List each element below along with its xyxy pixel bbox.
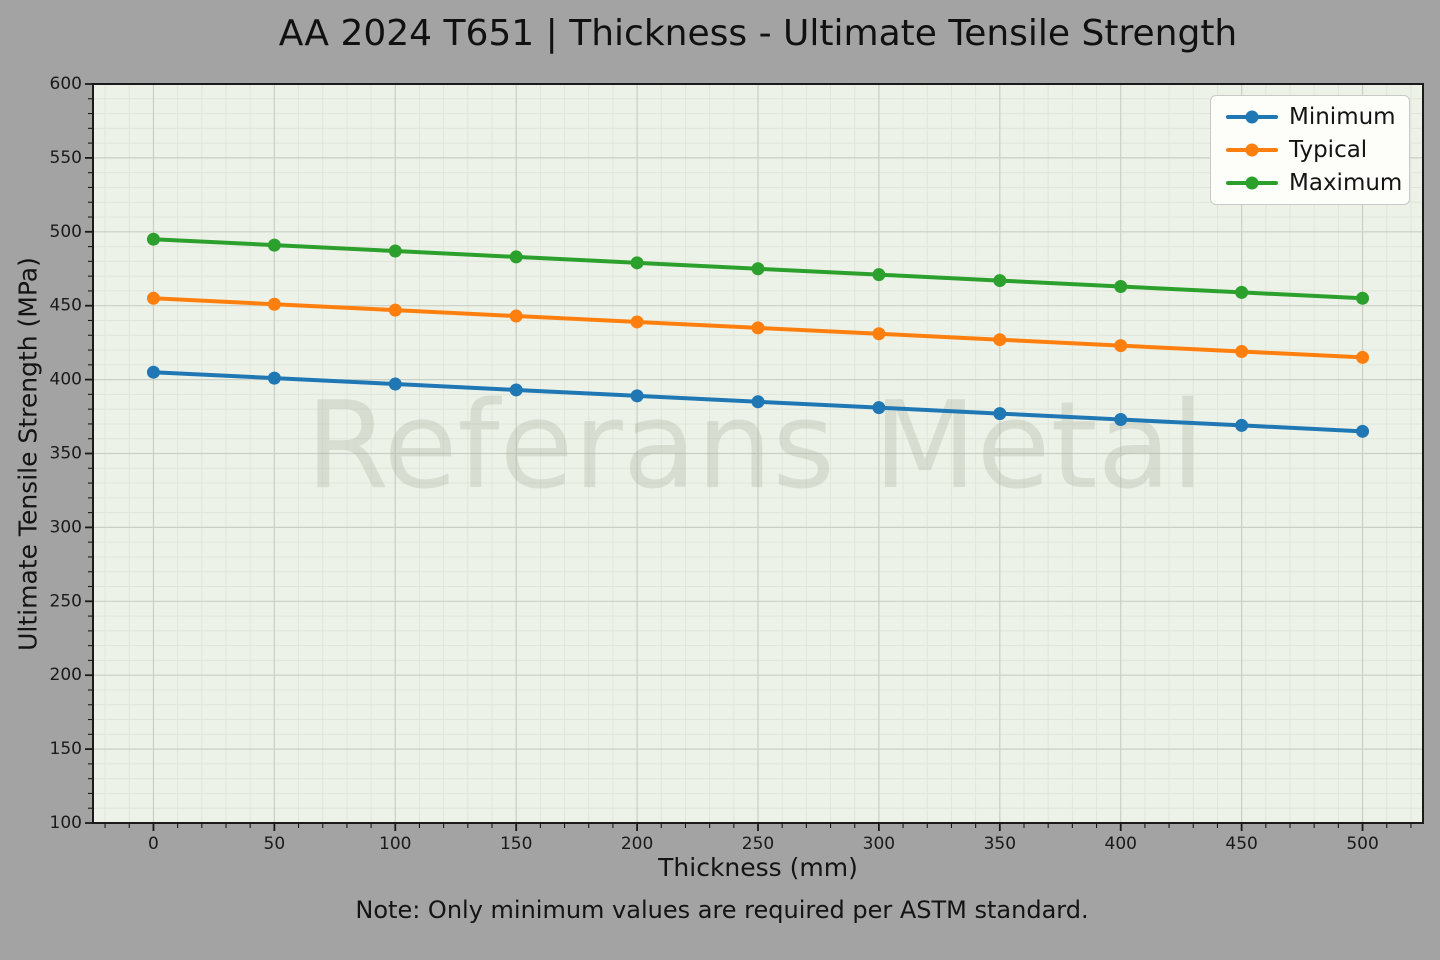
legend-item-typical: Typical	[1211, 137, 1409, 163]
svg-text:200: 200	[621, 834, 653, 854]
data-point-typical-250	[751, 321, 765, 335]
legend-item-maximum: Maximum	[1211, 170, 1409, 196]
svg-text:100: 100	[379, 834, 411, 854]
legend-marker-typical	[1245, 143, 1259, 157]
data-point-typical-150	[509, 309, 523, 323]
svg-text:100: 100	[50, 813, 82, 833]
data-point-minimum-400	[1114, 413, 1128, 427]
legend-swatch-maximum	[1226, 176, 1278, 190]
legend-label-minimum: Minimum	[1289, 104, 1396, 131]
data-point-typical-300	[872, 327, 886, 341]
data-point-minimum-450	[1235, 418, 1249, 432]
data-point-minimum-250	[751, 395, 765, 409]
plot-border	[92, 83, 1424, 824]
data-point-maximum-200	[630, 256, 644, 270]
svg-text:250: 250	[50, 591, 82, 611]
legend: Minimum Typical Maximum	[1210, 95, 1410, 205]
svg-text:500: 500	[50, 222, 82, 242]
data-point-typical-500	[1356, 350, 1370, 364]
data-point-minimum-300	[872, 401, 886, 415]
legend-item-minimum: Minimum	[1211, 104, 1409, 130]
series-typical	[146, 291, 1370, 364]
svg-text:500: 500	[1346, 834, 1378, 854]
data-point-typical-450	[1235, 345, 1249, 359]
data-point-maximum-0	[146, 232, 160, 246]
data-point-typical-400	[1114, 339, 1128, 353]
data-point-maximum-400	[1114, 279, 1128, 293]
data-point-minimum-100	[388, 377, 402, 391]
data-point-typical-0	[146, 291, 160, 305]
svg-text:300: 300	[863, 834, 895, 854]
svg-text:150: 150	[50, 739, 82, 759]
series-minimum	[146, 365, 1370, 438]
data-point-maximum-350	[993, 274, 1007, 288]
svg-text:400: 400	[1105, 834, 1137, 854]
data-point-maximum-50	[267, 238, 281, 252]
svg-text:150: 150	[500, 834, 532, 854]
legend-swatch-minimum	[1226, 110, 1278, 124]
series-maximum	[146, 232, 1370, 305]
x-tick-labels: 0 50 100 150 200 250 300 350 400 450 500	[148, 834, 1379, 854]
svg-text:450: 450	[50, 296, 82, 316]
data-point-minimum-150	[509, 383, 523, 397]
data-point-minimum-50	[267, 371, 281, 385]
svg-text:350: 350	[984, 834, 1016, 854]
data-point-typical-100	[388, 303, 402, 317]
chart-title: AA 2024 T651 | Thickness - Ultimate Tens…	[278, 13, 1238, 54]
data-point-maximum-300	[872, 268, 886, 282]
svg-text:200: 200	[50, 665, 82, 685]
legend-label-maximum: Maximum	[1289, 169, 1403, 196]
data-point-maximum-500	[1356, 291, 1370, 305]
data-point-maximum-150	[509, 250, 523, 264]
data-point-minimum-500	[1356, 424, 1370, 438]
data-point-maximum-450	[1235, 285, 1249, 299]
data-point-maximum-250	[751, 262, 765, 276]
svg-text:250: 250	[742, 834, 774, 854]
svg-text:600: 600	[50, 74, 82, 94]
legend-swatch-typical	[1226, 143, 1278, 157]
data-point-minimum-200	[630, 389, 644, 403]
svg-text:300: 300	[50, 517, 82, 537]
legend-marker-maximum	[1245, 176, 1259, 190]
data-point-typical-350	[993, 333, 1007, 347]
y-axis-label: Ultimate Tensile Strength (MPa)	[13, 257, 43, 651]
y-tick-labels: 100 150 200 250 300 350 400 450 500 550 600	[50, 74, 82, 833]
legend-label-typical: Typical	[1289, 136, 1368, 163]
data-point-minimum-350	[993, 407, 1007, 421]
svg-text:350: 350	[50, 444, 82, 464]
svg-text:450: 450	[1225, 834, 1257, 854]
axis-ticks	[85, 83, 1412, 831]
x-axis-label: Thickness (mm)	[658, 853, 858, 882]
data-point-typical-50	[267, 297, 281, 311]
svg-text:50: 50	[264, 834, 286, 854]
data-point-minimum-0	[146, 365, 160, 379]
svg-text:0: 0	[148, 834, 159, 854]
svg-text:400: 400	[50, 370, 82, 390]
note-text: Note: Only minimum values are required p…	[355, 896, 1089, 924]
legend-marker-minimum	[1245, 110, 1259, 124]
data-point-maximum-100	[388, 244, 402, 258]
svg-text:550: 550	[50, 148, 82, 168]
data-point-typical-200	[630, 315, 644, 329]
